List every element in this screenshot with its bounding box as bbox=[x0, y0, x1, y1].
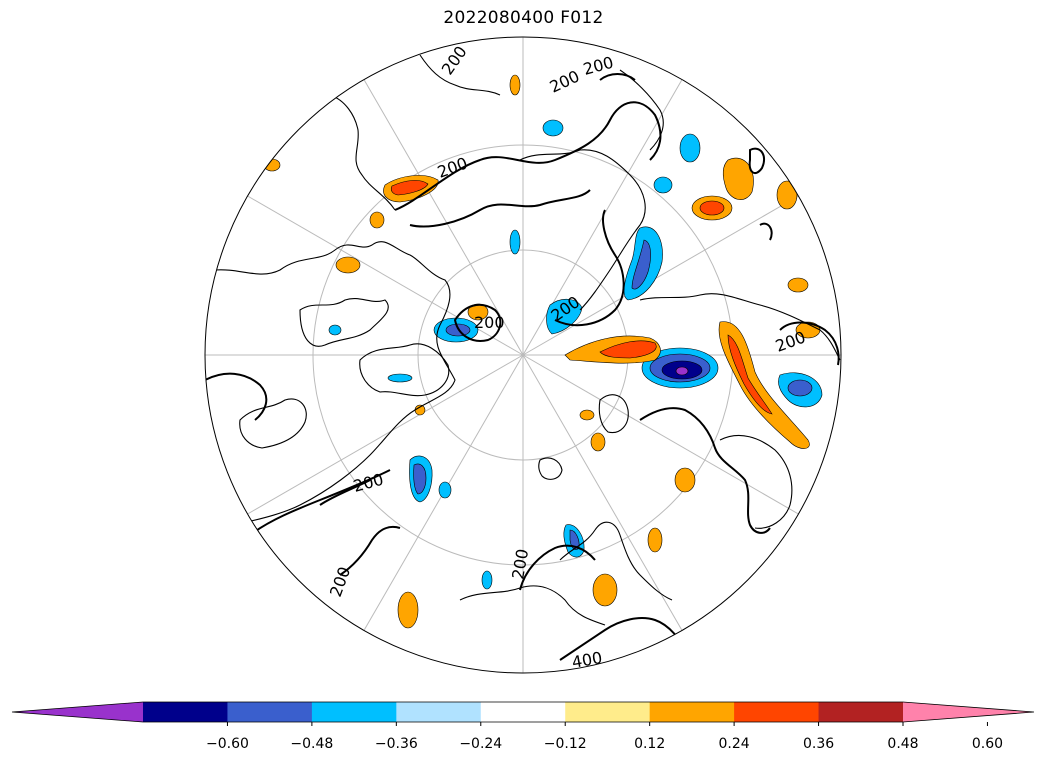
anomaly-positive-blob bbox=[776, 180, 798, 210]
colorbar-segment bbox=[480, 702, 566, 722]
contour-line bbox=[639, 407, 771, 534]
contour-line bbox=[519, 544, 596, 591]
contour-line bbox=[599, 73, 636, 81]
anomaly-positive-blob bbox=[674, 467, 696, 493]
contour-label: 200 bbox=[351, 470, 385, 496]
anomaly-positive-blob bbox=[509, 74, 521, 96]
anomaly-positive-europe bbox=[592, 573, 618, 607]
coastline-novaya-zemlya bbox=[598, 394, 629, 434]
anomaly-negative-min bbox=[675, 366, 689, 376]
coastline-svalbard bbox=[538, 457, 563, 480]
anomaly-negative-blob bbox=[328, 324, 342, 336]
anomaly-positive-blob bbox=[647, 527, 663, 553]
contour-label: 200 bbox=[326, 564, 354, 599]
contour-label: 200 bbox=[547, 66, 583, 96]
contour-line bbox=[409, 189, 591, 228]
anomaly-positive-east-siberia-core bbox=[699, 200, 725, 216]
anomaly-positive-urals bbox=[718, 321, 810, 449]
contour-line bbox=[394, 101, 662, 211]
anomaly-positive-blob bbox=[397, 591, 419, 629]
coastline-kamchatka bbox=[619, 69, 664, 151]
anomaly-positive-alaska-core bbox=[390, 180, 429, 196]
colorbar-tick-label: 0.48 bbox=[887, 736, 919, 752]
colorbar-segment bbox=[818, 702, 904, 722]
contour-line bbox=[748, 147, 766, 175]
contour-label: 200 bbox=[508, 547, 532, 580]
contour-line bbox=[554, 209, 625, 327]
anomaly-negative-blob bbox=[481, 570, 493, 590]
contour-line bbox=[339, 525, 401, 576]
colorbar bbox=[11, 701, 1035, 726]
colorbar-extend-min bbox=[12, 702, 143, 722]
colorbar-segment bbox=[396, 702, 482, 722]
anomaly-negative-blob bbox=[509, 229, 521, 255]
colorbar-tick-label: 0.36 bbox=[802, 736, 835, 752]
meridian-line bbox=[522, 195, 799, 356]
contour-line bbox=[453, 303, 502, 342]
colorbar-tick-label: 0.12 bbox=[634, 736, 666, 752]
map-boundary bbox=[204, 36, 842, 674]
coastline-europe bbox=[459, 585, 606, 626]
colorbar-tick-label: −0.48 bbox=[290, 736, 334, 752]
colorbar-segment bbox=[565, 702, 651, 722]
anomaly-positive-blob bbox=[335, 256, 361, 274]
contour-line bbox=[249, 469, 391, 536]
anomaly-shading bbox=[263, 74, 823, 629]
colorbar-tick-label: −0.24 bbox=[459, 736, 503, 752]
anomaly-positive-blob bbox=[590, 432, 606, 452]
contour-label: 200 bbox=[435, 153, 470, 181]
coastline-chukotka bbox=[419, 54, 501, 96]
colorbar-segment bbox=[734, 702, 820, 722]
contour-line bbox=[779, 321, 840, 366]
coastline-central-asia bbox=[719, 435, 793, 529]
map-title: 2022080400 F012 bbox=[443, 8, 604, 28]
contour-line bbox=[205, 372, 268, 421]
colorbar-extend-max bbox=[903, 702, 1034, 722]
anomaly-negative-siberia-core bbox=[631, 239, 651, 290]
colorbar-tick-label: 0.60 bbox=[971, 736, 1004, 752]
colorbar-segment bbox=[311, 702, 397, 722]
contour-line bbox=[559, 617, 691, 661]
anomaly-positive-urals-core bbox=[727, 334, 773, 415]
colorbar-tick-label: 0.24 bbox=[718, 736, 750, 752]
colorbar-tick-label: −0.36 bbox=[374, 736, 418, 752]
contour-line bbox=[319, 479, 371, 506]
coastline-scandinavia bbox=[559, 521, 673, 601]
anomaly-negative-blob bbox=[438, 481, 452, 499]
anomaly-positive-blob bbox=[263, 158, 281, 172]
contour-label: 200 bbox=[773, 327, 808, 355]
coastline-canadian-islands bbox=[299, 298, 389, 347]
colorbar-outline bbox=[11, 701, 1035, 723]
meridian-line bbox=[522, 354, 683, 631]
anomaly-positive-band-core bbox=[599, 340, 657, 359]
anomaly-negative-blob bbox=[653, 176, 673, 194]
meridian-line bbox=[363, 79, 524, 356]
coastline-greenland bbox=[359, 343, 450, 397]
anomaly-positive-blob bbox=[579, 409, 595, 421]
anomaly-negative-east-core bbox=[787, 379, 813, 397]
meridian-line bbox=[247, 354, 524, 515]
coastlines bbox=[214, 54, 841, 626]
meridian-line bbox=[522, 354, 799, 515]
colorbar-tick-label: −0.60 bbox=[205, 736, 249, 752]
anomaly-negative-atlantic-core bbox=[413, 463, 427, 495]
anomaly-negative-blob bbox=[542, 119, 564, 137]
anomaly-positive-blob bbox=[369, 211, 385, 229]
contour-label: 200 bbox=[474, 313, 505, 332]
colorbar-segment bbox=[649, 702, 735, 722]
colorbar-segment bbox=[143, 702, 228, 722]
anomaly-negative-blob bbox=[387, 373, 413, 383]
anomaly-positive-blob bbox=[787, 277, 809, 293]
anomaly-negative-blob bbox=[679, 133, 701, 163]
colorbar-segment bbox=[227, 702, 313, 722]
coastline-alaska bbox=[329, 94, 396, 211]
colorbar-tick-label: −0.12 bbox=[543, 736, 587, 752]
contour-line bbox=[759, 222, 773, 241]
contour-lines bbox=[205, 73, 840, 661]
polar-map: 200 200 200 200 200 200 200 200 200 200 … bbox=[204, 36, 842, 674]
coastline-north-america bbox=[214, 241, 456, 526]
coastline-russia-arctic bbox=[639, 293, 841, 361]
coastline-hudson bbox=[239, 398, 307, 449]
